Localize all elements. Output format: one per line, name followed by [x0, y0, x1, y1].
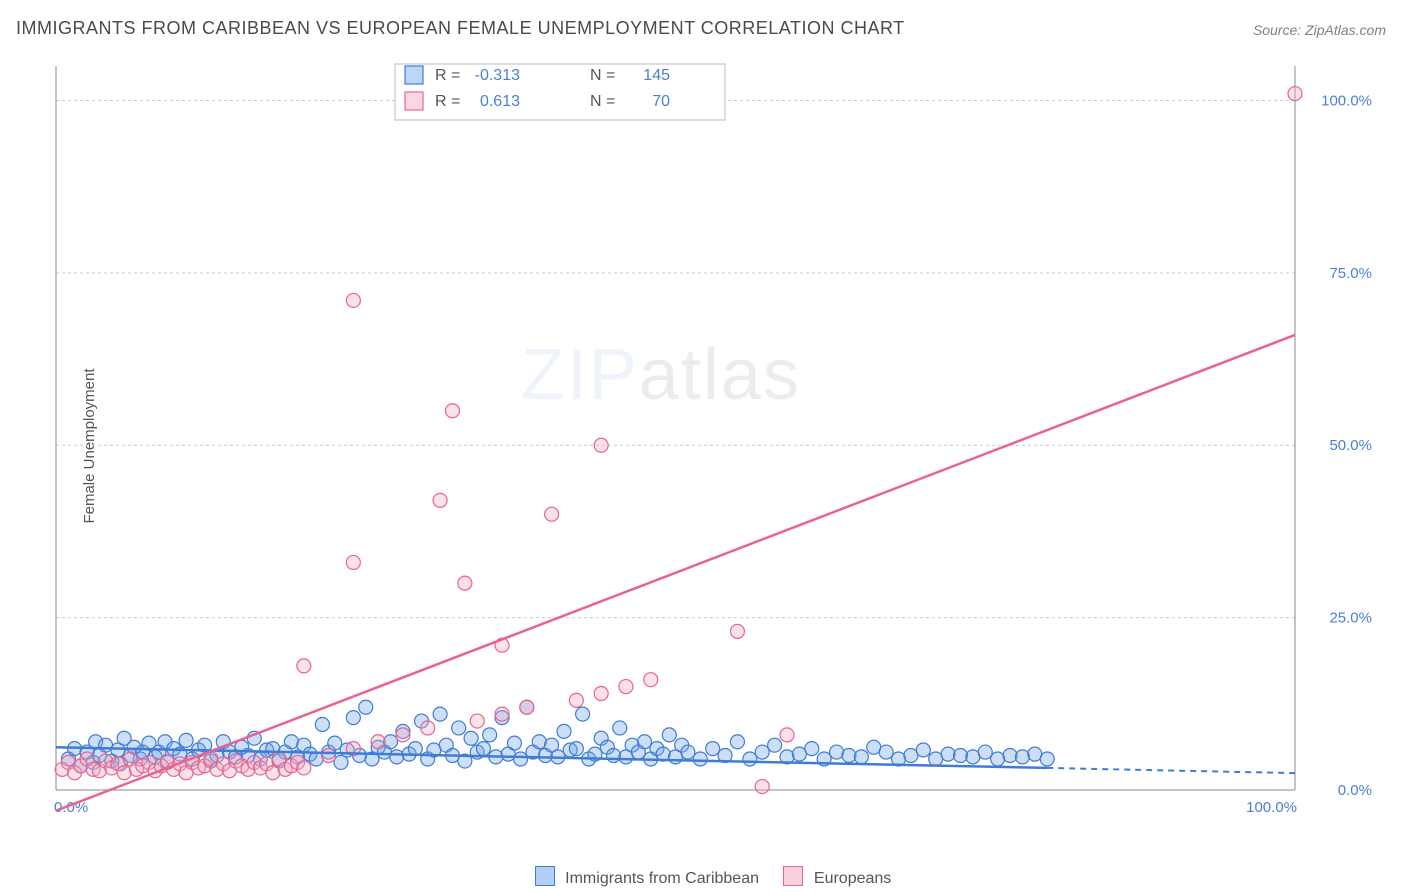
source-prefix: Source:: [1253, 22, 1305, 38]
plot-area: 0.0%25.0%50.0%75.0%100.0%0.0%100.0%R =-0…: [50, 60, 1380, 830]
svg-text:145: 145: [643, 67, 670, 84]
plot-svg: 0.0%25.0%50.0%75.0%100.0%0.0%100.0%R =-0…: [50, 60, 1380, 830]
legend-swatch-caribbean: [535, 866, 555, 886]
svg-text:R =: R =: [435, 93, 460, 110]
source-attribution: Source: ZipAtlas.com: [1253, 22, 1386, 38]
legend-label-europeans: Europeans: [814, 870, 891, 887]
bottom-legend: Immigrants from Caribbean Europeans: [0, 866, 1406, 888]
legend-swatch-europeans: [783, 866, 803, 886]
svg-text:50.0%: 50.0%: [1329, 437, 1372, 454]
svg-text:100.0%: 100.0%: [1321, 92, 1372, 109]
svg-text:N =: N =: [590, 93, 615, 110]
svg-text:0.613: 0.613: [480, 93, 520, 110]
chart-title: IMMIGRANTS FROM CARIBBEAN VS EUROPEAN FE…: [16, 18, 905, 39]
svg-text:75.0%: 75.0%: [1329, 265, 1372, 282]
legend-label-caribbean: Immigrants from Caribbean: [565, 870, 759, 887]
svg-text:N =: N =: [590, 67, 615, 84]
svg-text:70: 70: [652, 93, 670, 110]
svg-text:-0.313: -0.313: [475, 67, 520, 84]
svg-text:25.0%: 25.0%: [1329, 610, 1372, 627]
svg-text:100.0%: 100.0%: [1246, 799, 1297, 816]
chart-container: IMMIGRANTS FROM CARIBBEAN VS EUROPEAN FE…: [0, 0, 1406, 892]
source-name: ZipAtlas.com: [1305, 22, 1386, 38]
svg-text:R =: R =: [435, 67, 460, 84]
svg-text:0.0%: 0.0%: [1338, 782, 1372, 799]
